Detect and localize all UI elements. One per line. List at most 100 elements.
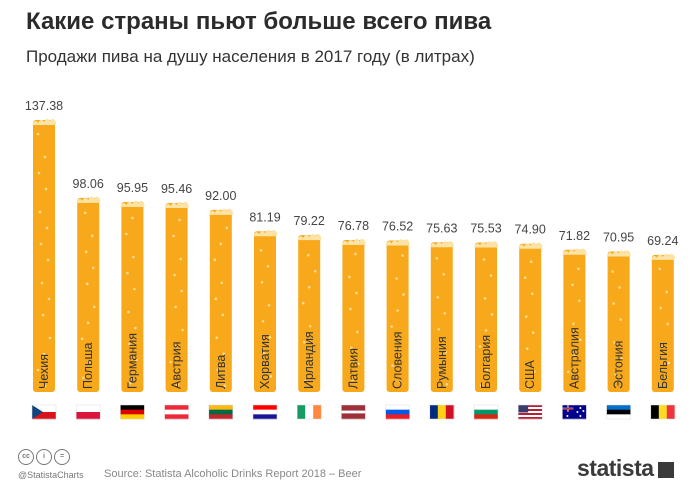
bar-group: 75.63 Румыния <box>426 221 457 420</box>
bubble <box>350 346 353 350</box>
bubble <box>128 342 131 346</box>
flag-icon <box>120 404 145 420</box>
bubble <box>223 384 227 388</box>
value-label: 79.22 <box>294 214 325 228</box>
bubble <box>221 313 225 317</box>
bubble <box>436 295 440 299</box>
bubble <box>442 272 446 276</box>
bar <box>519 243 542 392</box>
flag-icon <box>164 404 189 420</box>
bubble <box>354 252 357 256</box>
bar-group: 76.78 Латвия <box>338 219 369 420</box>
category-label: Австралия <box>567 327 581 389</box>
bar-group: 81.19 Хорватия <box>249 210 281 420</box>
bubble <box>355 291 358 295</box>
foam <box>208 208 233 215</box>
bar <box>165 202 188 392</box>
value-label: 71.82 <box>559 229 590 243</box>
foam <box>650 253 675 260</box>
bubble <box>484 329 488 332</box>
bubble <box>489 274 493 277</box>
flag-icon <box>385 404 410 420</box>
bubble <box>81 376 85 380</box>
category-label: Бельгия <box>656 342 670 389</box>
flag-icon <box>606 404 631 420</box>
bubble <box>129 381 132 385</box>
bubble <box>38 210 42 214</box>
bar <box>430 242 453 392</box>
foam <box>76 196 101 203</box>
foam <box>32 118 56 125</box>
category-label: Ирландия <box>302 331 316 389</box>
bubble <box>526 386 530 390</box>
foam <box>253 229 277 237</box>
foam <box>429 240 454 248</box>
foam <box>474 241 498 248</box>
category-label: Хорватия <box>258 334 272 389</box>
bubble <box>225 226 229 230</box>
value-label: 69.24 <box>647 234 678 248</box>
bubble <box>307 285 311 289</box>
value-label: 137.38 <box>25 99 63 113</box>
bubble <box>435 256 439 260</box>
bubble <box>214 297 218 301</box>
bubble <box>173 273 176 277</box>
bar-group: 70.95 Эстония <box>603 231 634 420</box>
bubble <box>349 307 352 311</box>
bubble <box>262 351 266 355</box>
license-icons: cc i = <box>18 449 72 467</box>
bubble <box>391 364 394 367</box>
chart-title: Какие страны пьют больше всего пива <box>26 8 492 35</box>
bubble <box>268 335 272 339</box>
bar-group: 75.53 Болгария <box>470 221 502 420</box>
bubble <box>444 350 448 354</box>
bubble <box>443 311 447 315</box>
bubble <box>402 293 405 296</box>
flag-icon <box>31 404 57 420</box>
bubble <box>531 331 535 335</box>
foam <box>606 250 631 257</box>
bubble <box>659 306 663 310</box>
bubble <box>45 226 49 230</box>
bubble <box>482 258 486 261</box>
attribution-icon: i <box>36 449 52 465</box>
foam <box>385 239 410 246</box>
bubble <box>485 368 489 371</box>
flag-icon <box>473 404 499 420</box>
bubble <box>396 309 399 312</box>
bubble <box>181 328 184 332</box>
bubble <box>219 242 223 246</box>
flag-icon <box>650 404 676 420</box>
category-label: Латвия <box>346 348 360 389</box>
bubble <box>83 211 87 215</box>
bubble <box>301 301 305 305</box>
bubble <box>175 344 178 348</box>
bubble <box>357 362 360 366</box>
bubble <box>36 132 40 136</box>
bubble <box>222 352 226 356</box>
flag-icon <box>208 404 234 420</box>
bubble <box>351 378 354 382</box>
bubble <box>43 155 47 159</box>
bubble <box>660 345 664 349</box>
bar <box>33 120 55 392</box>
bubble <box>308 324 312 328</box>
bubble <box>666 322 670 326</box>
category-label: Германия <box>125 333 139 389</box>
bar <box>651 254 674 392</box>
bar-group: 74.90 США <box>515 223 546 420</box>
bubble <box>85 282 89 286</box>
bubble <box>532 370 536 374</box>
bubble <box>80 337 84 341</box>
bubble <box>567 370 570 374</box>
bar-group: 95.95 Германия <box>117 181 148 420</box>
bubble <box>36 368 40 372</box>
bubble <box>579 338 582 342</box>
category-label: Австрия <box>170 341 184 389</box>
bubble <box>134 326 137 330</box>
bubble <box>169 360 172 364</box>
category-label: Эстония <box>612 341 626 389</box>
bubble <box>523 276 527 280</box>
flag-icon <box>296 404 322 420</box>
bubble <box>395 277 398 280</box>
